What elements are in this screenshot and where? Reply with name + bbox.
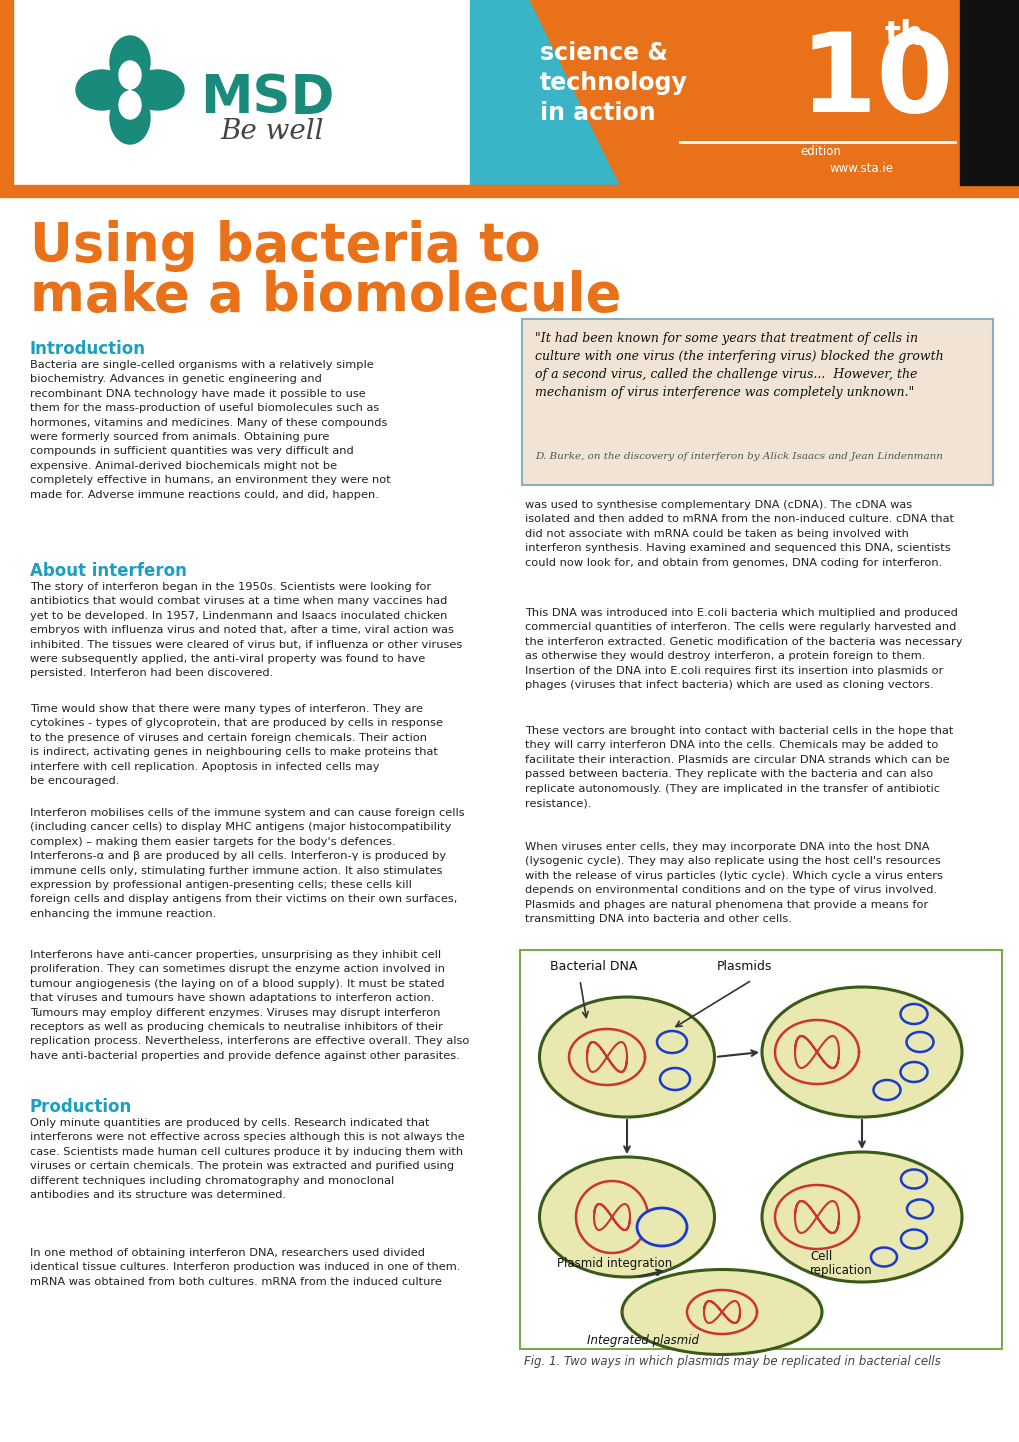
Text: Plasmid integration: Plasmid integration xyxy=(556,1257,672,1270)
Ellipse shape xyxy=(119,61,141,89)
FancyBboxPatch shape xyxy=(520,950,1001,1350)
Bar xyxy=(0,185,1019,198)
Text: replication: replication xyxy=(809,1265,872,1278)
Polygon shape xyxy=(530,0,1019,185)
Ellipse shape xyxy=(900,1004,926,1024)
Text: MSD: MSD xyxy=(200,72,334,124)
Text: was used to synthesise complementary DNA (cDNA). The cDNA was
isolated and then : was used to synthesise complementary DNA… xyxy=(525,500,953,568)
Ellipse shape xyxy=(872,1080,900,1100)
Ellipse shape xyxy=(110,36,150,88)
Text: Cell: Cell xyxy=(809,1250,832,1263)
Text: th: th xyxy=(884,19,924,52)
Text: science &: science & xyxy=(539,40,667,65)
Text: "It had been known for some years that treatment of cells in
culture with one vi: "It had been known for some years that t… xyxy=(535,332,943,399)
Ellipse shape xyxy=(906,1200,932,1218)
Text: Fig. 1. Two ways in which plasmids may be replicated in bacterial cells: Fig. 1. Two ways in which plasmids may b… xyxy=(524,1355,940,1368)
Text: This DNA was introduced into E.coli bacteria which multiplied and produced
comme: This DNA was introduced into E.coli bact… xyxy=(525,609,962,691)
FancyBboxPatch shape xyxy=(522,319,993,485)
Text: make a biomolecule: make a biomolecule xyxy=(30,270,621,322)
Text: In one method of obtaining interferon DNA, researchers used divided
identical ti: In one method of obtaining interferon DN… xyxy=(30,1247,460,1286)
Ellipse shape xyxy=(656,1031,687,1053)
Ellipse shape xyxy=(900,1061,926,1082)
Text: Only minute quantities are produced by cells. Research indicated that
interferon: Only minute quantities are produced by c… xyxy=(30,1118,465,1200)
Bar xyxy=(0,0,13,185)
Ellipse shape xyxy=(900,1169,926,1188)
Text: Interferon mobilises cells of the immune system and can cause foreign cells
(inc: Interferon mobilises cells of the immune… xyxy=(30,808,465,919)
Text: When viruses enter cells, they may incorporate DNA into the host DNA
(lysogenic : When viruses enter cells, they may incor… xyxy=(525,842,942,924)
Text: Production: Production xyxy=(30,1097,132,1116)
Text: in action: in action xyxy=(539,101,655,125)
Ellipse shape xyxy=(659,1069,689,1090)
Text: Bacteria are single-celled organisms with a relatively simple
biochemistry. Adva: Bacteria are single-celled organisms wit… xyxy=(30,360,390,499)
Text: edition: edition xyxy=(799,146,840,159)
Bar xyxy=(13,0,483,185)
Text: Be well: Be well xyxy=(220,118,323,146)
Bar xyxy=(959,0,1019,185)
Ellipse shape xyxy=(622,1269,821,1354)
Ellipse shape xyxy=(906,1032,932,1053)
Text: Introduction: Introduction xyxy=(30,340,146,358)
Text: Using bacteria to: Using bacteria to xyxy=(30,221,540,273)
Bar xyxy=(470,0,1019,185)
Text: About interferon: About interferon xyxy=(30,562,186,580)
Text: technology: technology xyxy=(539,71,687,95)
Text: The story of interferon began in the 1950s. Scientists were looking for
antibiot: The story of interferon began in the 195… xyxy=(30,583,462,678)
Ellipse shape xyxy=(761,986,961,1118)
Text: Time would show that there were many types of interferon. They are
cytokines - t: Time would show that there were many typ… xyxy=(30,704,442,786)
Text: Bacterial DNA: Bacterial DNA xyxy=(549,960,637,973)
Ellipse shape xyxy=(76,71,127,110)
Ellipse shape xyxy=(110,92,150,144)
Text: 10: 10 xyxy=(799,27,954,136)
Ellipse shape xyxy=(761,1152,961,1282)
Ellipse shape xyxy=(870,1247,896,1266)
Text: Interferons have anti-cancer properties, unsurprising as they inhibit cell
proli: Interferons have anti-cancer properties,… xyxy=(30,950,469,1061)
Ellipse shape xyxy=(119,91,141,120)
Ellipse shape xyxy=(539,996,713,1118)
Text: Integrated plasmid: Integrated plasmid xyxy=(586,1334,698,1347)
Ellipse shape xyxy=(637,1208,687,1246)
Ellipse shape xyxy=(539,1156,713,1278)
Text: Plasmids: Plasmids xyxy=(716,960,771,973)
Text: These vectors are brought into contact with bacterial cells in the hope that
the: These vectors are brought into contact w… xyxy=(525,725,953,808)
Ellipse shape xyxy=(131,71,183,110)
Bar xyxy=(13,0,483,185)
Ellipse shape xyxy=(900,1230,926,1249)
Text: D. Burke, on the discovery of interferon by Alick Isaacs and Jean Lindenmann: D. Burke, on the discovery of interferon… xyxy=(535,451,942,461)
Text: www.sta.ie: www.sta.ie xyxy=(829,162,893,174)
